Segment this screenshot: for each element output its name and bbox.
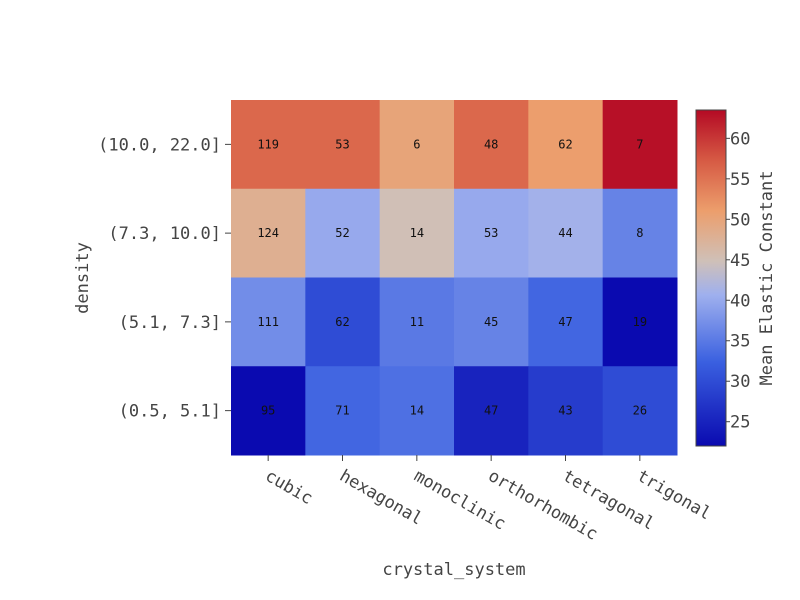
heatmap-cell (305, 277, 381, 367)
heatmap-cell (305, 366, 381, 456)
cell-label: 47 (484, 404, 498, 418)
heatmap-cell (454, 366, 529, 456)
heatmap-cell (231, 100, 306, 190)
y-axis-title: density (73, 242, 93, 314)
y-axis-ticks: (10.0, 22.0] (7.3, 10.0] (5.1, 7.3] (0.5, 5… (98, 135, 231, 422)
heatmap-cell (231, 366, 306, 456)
heatmap-cell (602, 366, 678, 456)
cell-label: 48 (484, 137, 498, 151)
cell-label: 71 (335, 404, 349, 418)
cell-label: 47 (558, 315, 572, 329)
heatmap-cell (305, 100, 381, 190)
cell-label: 111 (257, 315, 279, 329)
heatmap-cell (379, 188, 455, 278)
cell-label: 8 (636, 226, 643, 240)
heatmap-cell (454, 100, 529, 190)
colorbar-tick-label: 35 (730, 332, 750, 352)
colorbar-ticks: 25 30 35 40 45 50 55 60 (726, 129, 750, 433)
cell-label: 19 (633, 315, 647, 329)
colorbar-tick-label: 40 (730, 291, 750, 311)
heatmap-cell (379, 277, 455, 367)
cell-label: 11 (410, 315, 424, 329)
heatmap-cell (231, 188, 306, 278)
cell-label: 44 (558, 226, 572, 240)
heatmap-cell (602, 100, 678, 190)
heatmap-cell (528, 366, 604, 456)
cell-label: 124 (257, 226, 279, 240)
colorbar-tick-label: 45 (730, 251, 750, 271)
heatmap-cells (231, 100, 678, 456)
heatmap-cell (305, 188, 381, 278)
colorbar-gradient (695, 109, 727, 447)
y-tick-label: (5.1, 7.3] (119, 313, 221, 333)
cell-label: 52 (335, 226, 349, 240)
y-tick-label: (0.5, 5.1] (119, 402, 221, 422)
x-axis-ticks: cubic hexagonalmonoclinicorthorhombictetr… (262, 455, 714, 545)
colorbar: 25 30 35 40 45 50 55 60 Mean Elastic Constant (695, 109, 777, 447)
cell-label: 14 (410, 404, 424, 418)
heatmap-cell-labels: 119 53 6 48 62 7 124 52 14 53 44 8 111 62 11 45 47 19 95 71… (257, 137, 647, 417)
y-tick-label: (10.0, 22.0] (98, 135, 221, 155)
heatmap-cell (231, 277, 306, 367)
cell-label: 45 (484, 315, 498, 329)
cell-label: 62 (335, 315, 349, 329)
heatmap-cell (602, 188, 678, 278)
colorbar-tick-label: 50 (730, 210, 750, 230)
cell-label: 14 (410, 226, 424, 240)
cell-label: 7 (636, 137, 643, 151)
heatmap-cell (528, 100, 604, 190)
heatmap-cell (528, 277, 604, 367)
colorbar-title: Mean Elastic Constant (757, 171, 777, 386)
colorbar-tick-label: 55 (730, 170, 750, 190)
cell-label: 53 (484, 226, 498, 240)
cell-label: 53 (335, 137, 349, 151)
x-axis-title: crystal_system (382, 560, 525, 580)
cell-label: 62 (558, 137, 572, 151)
y-tick-label: (7.3, 10.0] (108, 224, 221, 244)
x-tick-label: cubic (262, 466, 316, 509)
cell-label: 6 (413, 137, 420, 151)
cell-label: 119 (257, 137, 279, 151)
heatmap-cell (379, 366, 455, 456)
heatmap-cell (454, 188, 529, 278)
heatmap-cell (379, 100, 455, 190)
colorbar-tick-label: 60 (730, 129, 750, 149)
cell-label: 43 (558, 404, 572, 418)
heatmap-cell (528, 188, 604, 278)
colorbar-tick-label: 25 (730, 413, 750, 433)
heatmap-cell (454, 277, 529, 367)
colorbar-tick-label: 30 (730, 372, 750, 392)
cell-label: 95 (261, 404, 275, 418)
cell-label: 26 (633, 404, 647, 418)
heatmap-cell (602, 277, 678, 367)
x-tick-label: hexagonal (336, 466, 426, 529)
